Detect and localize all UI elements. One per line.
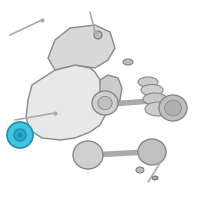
Ellipse shape (123, 59, 133, 65)
Polygon shape (48, 25, 115, 70)
Polygon shape (26, 65, 108, 140)
Ellipse shape (136, 167, 144, 173)
Polygon shape (100, 75, 122, 110)
Ellipse shape (145, 102, 171, 116)
Ellipse shape (143, 93, 167, 105)
Ellipse shape (141, 84, 163, 96)
Ellipse shape (94, 31, 102, 39)
Ellipse shape (165, 100, 181, 116)
Ellipse shape (98, 96, 112, 110)
Ellipse shape (92, 91, 118, 115)
Ellipse shape (7, 122, 33, 148)
Ellipse shape (14, 129, 26, 141)
Ellipse shape (138, 139, 166, 165)
Ellipse shape (138, 77, 158, 87)
Ellipse shape (73, 141, 103, 169)
Ellipse shape (18, 133, 22, 137)
Ellipse shape (152, 176, 158, 180)
Ellipse shape (159, 95, 187, 121)
